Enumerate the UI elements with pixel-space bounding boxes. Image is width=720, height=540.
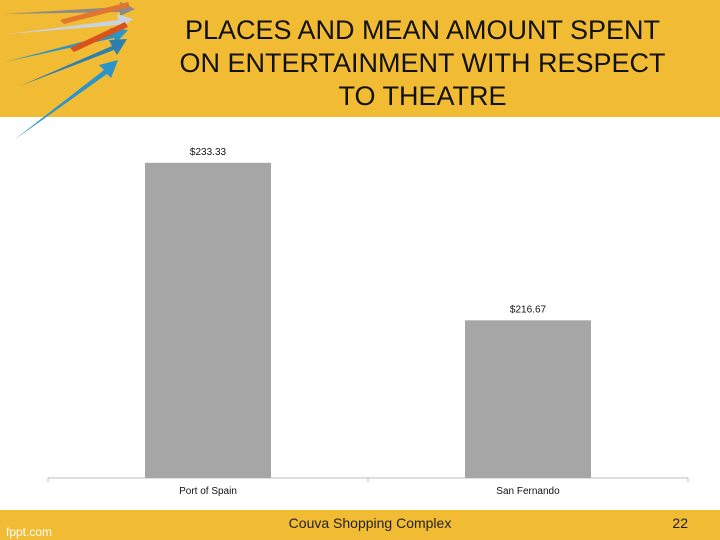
page-number: 22 <box>672 515 688 531</box>
data-label: $216.67 <box>510 304 547 315</box>
bar-chart: $233.33 Port of Spain $216.67 San Fernando <box>47 147 689 497</box>
slide-title: PLACES AND MEAN AMOUNT SPENT ON ENTERTAI… <box>179 15 666 111</box>
footer-subtitle: Couva Shopping Complex <box>288 515 452 531</box>
data-label: $233.33 <box>190 147 227 158</box>
footer-band <box>0 510 720 540</box>
brand-text: fppt.com <box>6 525 53 539</box>
category-label: Port of Spain <box>179 486 237 497</box>
bar <box>465 320 591 478</box>
bar <box>145 162 271 478</box>
arrows-decoration <box>3 2 135 140</box>
category-label: San Fernando <box>496 486 560 497</box>
